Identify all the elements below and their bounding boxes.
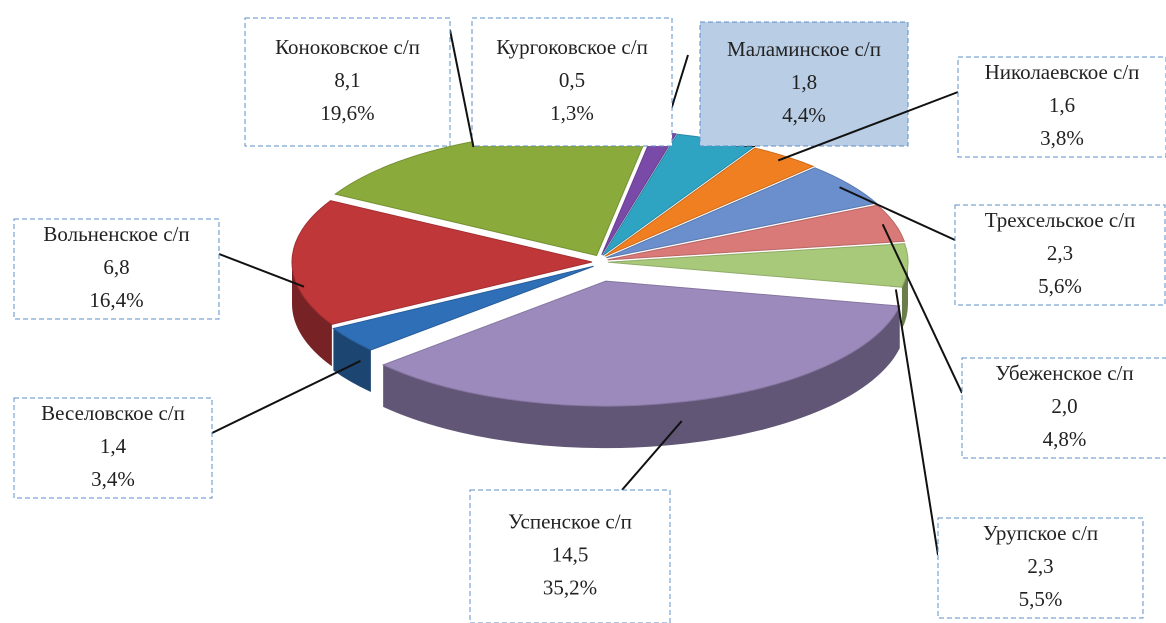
slice-side bbox=[333, 328, 371, 393]
category-label: Убеженское с/п bbox=[995, 361, 1133, 385]
category-label: Коноковское с/п bbox=[275, 35, 420, 59]
leader-line bbox=[211, 360, 361, 434]
category-label: Николаевское с/п bbox=[985, 60, 1140, 84]
value-label: 1,8 bbox=[791, 70, 817, 94]
percent-label: 4,4% bbox=[782, 103, 826, 127]
slice bbox=[332, 265, 594, 351]
category-label: Маламинское с/п bbox=[727, 37, 881, 61]
label-box bbox=[244, 17, 451, 147]
label-box bbox=[13, 218, 220, 320]
leader-line bbox=[894, 289, 939, 556]
slice-side bbox=[292, 262, 332, 367]
percent-label: 3,8% bbox=[1040, 126, 1084, 150]
percent-label: 1,3% bbox=[550, 101, 594, 125]
percent-label: 5,6% bbox=[1038, 274, 1082, 298]
leader-line bbox=[449, 29, 475, 148]
value-label: 14,5 bbox=[552, 542, 589, 566]
leader-line bbox=[218, 253, 305, 288]
category-label: Успенское с/п bbox=[508, 509, 632, 533]
leader-line bbox=[839, 186, 956, 241]
percent-label: 3,4% bbox=[91, 467, 135, 491]
slice bbox=[607, 243, 909, 288]
leader-line bbox=[621, 420, 683, 491]
leader-line bbox=[881, 223, 963, 394]
value-label: 2,3 bbox=[1027, 554, 1053, 578]
slice-side bbox=[901, 262, 908, 330]
label-box bbox=[469, 489, 671, 623]
percent-label: 19,6% bbox=[320, 101, 374, 125]
slice-side bbox=[383, 306, 900, 449]
label-box bbox=[937, 517, 1144, 619]
slice bbox=[604, 147, 815, 257]
value-label: 2,0 bbox=[1051, 394, 1077, 418]
category-label: Вольненское с/п bbox=[43, 222, 189, 246]
value-label: 8,1 bbox=[334, 68, 360, 92]
value-label: 6,8 bbox=[103, 255, 129, 279]
label-box bbox=[957, 56, 1166, 158]
value-label: 2,3 bbox=[1047, 241, 1073, 265]
label-box bbox=[699, 21, 909, 147]
percent-label: 35,2% bbox=[543, 575, 597, 599]
percent-label: 5,5% bbox=[1019, 587, 1063, 611]
category-label: Кургоковское с/п bbox=[496, 35, 648, 59]
label-box bbox=[471, 17, 673, 147]
category-label: Урупское с/п bbox=[983, 521, 1098, 545]
value-label: 0,5 bbox=[559, 68, 585, 92]
percent-label: 4,8% bbox=[1043, 427, 1087, 451]
category-label: Трехсельское с/п bbox=[985, 208, 1136, 232]
percent-label: 16,4% bbox=[89, 288, 143, 312]
category-label: Веселовское с/п bbox=[41, 401, 185, 425]
label-box bbox=[961, 357, 1166, 459]
leader-line bbox=[777, 91, 959, 162]
slice bbox=[381, 280, 901, 407]
slice bbox=[291, 200, 593, 325]
pie bbox=[291, 130, 909, 449]
label-box bbox=[954, 204, 1166, 306]
value-label: 1,6 bbox=[1049, 93, 1075, 117]
value-label: 1,4 bbox=[100, 434, 127, 458]
label-box bbox=[13, 397, 213, 499]
